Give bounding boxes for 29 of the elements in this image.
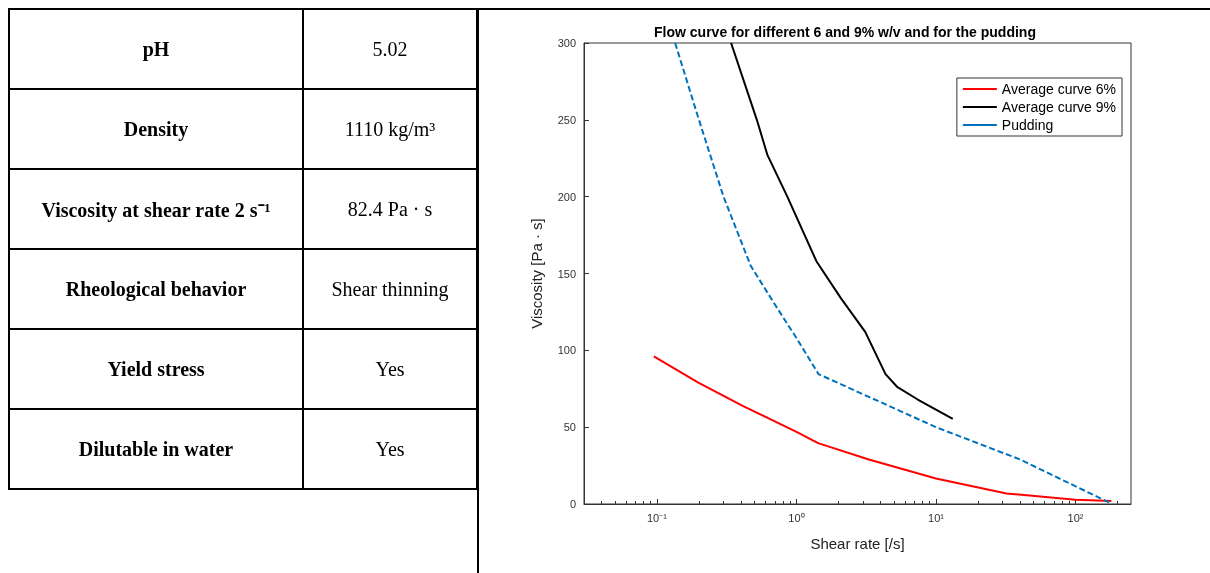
text: Viscosity at shear rate 2 s⁻¹ xyxy=(9,169,303,249)
x-axis-title: Shear rate [/s] xyxy=(810,535,905,552)
text: Dilutable in water xyxy=(9,409,303,489)
text: Yield stress xyxy=(9,329,303,409)
x-tick-label: 10⁻¹ xyxy=(646,511,668,524)
y-tick-label: 0 xyxy=(569,498,576,510)
y-tick-label: 150 xyxy=(557,267,576,280)
text: 82.4 Pa · s xyxy=(303,169,477,249)
legend-label: Average curve 9% xyxy=(1001,99,1116,115)
text: Shear thinning xyxy=(303,249,477,329)
y-tick-label: 300 xyxy=(557,37,576,49)
text: pH xyxy=(9,9,303,89)
y-tick-label: 50 xyxy=(563,421,576,434)
chart-title: Flow curve for different 6 and 9% w/v and for the pudding xyxy=(654,24,1036,40)
y-tick-label: 200 xyxy=(557,190,576,203)
x-tick-label: 10² xyxy=(1067,511,1084,524)
y-tick-label: 250 xyxy=(557,113,576,126)
text: 1110 kg/m³ xyxy=(303,89,477,169)
x-tick-label: 10¹ xyxy=(928,511,945,524)
text: Yes xyxy=(303,329,477,409)
text: 5.02 xyxy=(303,9,477,89)
x-tick-label: 10⁰ xyxy=(788,511,805,524)
text: Yes xyxy=(303,409,477,489)
y-axis-title: Viscosity [Pa · s] xyxy=(528,218,545,329)
text: Rheological behavior xyxy=(9,249,303,329)
legend-label: Pudding xyxy=(1001,117,1054,133)
legend-label: Average curve 6% xyxy=(1001,81,1116,97)
y-tick-label: 100 xyxy=(557,344,576,357)
text: Density xyxy=(9,89,303,169)
